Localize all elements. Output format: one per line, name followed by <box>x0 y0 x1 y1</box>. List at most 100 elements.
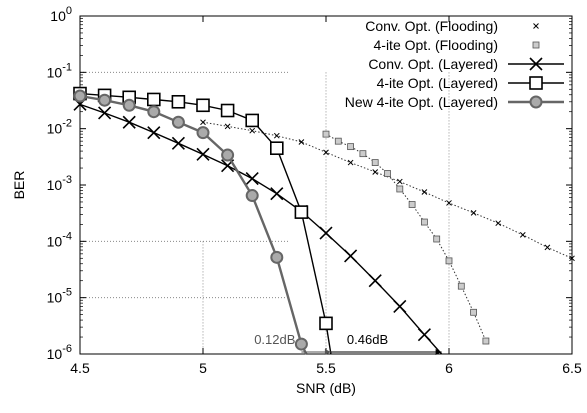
series-0 <box>200 119 575 262</box>
data-point <box>371 159 379 166</box>
data-point <box>220 103 235 118</box>
data-point <box>347 143 355 151</box>
data-point <box>249 127 256 134</box>
x-axis-label: SNR (dB) <box>296 380 356 396</box>
annotation-label: 0.12dB <box>254 332 295 347</box>
data-point <box>433 235 441 243</box>
data-point <box>470 308 478 316</box>
data-point <box>196 147 210 161</box>
data-point <box>196 98 210 113</box>
legend-swatch-marker <box>529 76 543 90</box>
series-line <box>79 103 443 355</box>
data-point <box>270 250 284 264</box>
y-tick-label: 10-4 <box>47 230 72 249</box>
annotations: 0.12dB 0.46dB <box>254 332 442 355</box>
data-point <box>294 205 309 219</box>
data-point <box>446 200 452 206</box>
data-point <box>122 98 136 112</box>
series-1 <box>322 130 490 345</box>
legend-entry: 4-ite Opt. (Flooding) <box>374 37 540 53</box>
y-tick-label: 100 <box>50 5 72 24</box>
data-point <box>359 150 367 158</box>
data-point <box>408 201 416 208</box>
series-2 <box>73 97 443 355</box>
data-point <box>393 299 407 313</box>
y-tick-label: 10-2 <box>47 118 72 137</box>
plot-frame <box>79 15 573 355</box>
x-tick-label: 4.5 <box>70 360 90 376</box>
data-point <box>171 115 185 129</box>
legend-swatch-marker <box>529 95 543 109</box>
data-point <box>470 210 477 216</box>
y-axis-label: BER <box>11 171 27 200</box>
data-point <box>221 148 235 162</box>
series-layer <box>73 86 575 355</box>
data-point <box>482 337 490 345</box>
legend-entry: Conv. Opt. (Layered) <box>368 56 564 72</box>
data-point <box>171 94 186 109</box>
data-point <box>98 93 112 107</box>
data-point <box>457 282 465 290</box>
data-point <box>245 172 259 186</box>
grid-guides <box>80 71 450 354</box>
data-point <box>420 218 428 226</box>
x-tick-label: 6.5 <box>562 360 582 376</box>
data-point <box>445 257 453 265</box>
data-point <box>322 130 330 138</box>
series-line <box>325 133 487 342</box>
series-4 <box>73 89 308 355</box>
y-tick-label: 10-3 <box>47 174 72 193</box>
annotation-label: 0.46dB <box>347 332 388 347</box>
legend-swatch-marker <box>533 23 539 29</box>
legend-label: Conv. Opt. (Flooding) <box>365 18 498 34</box>
data-point <box>495 220 502 227</box>
y-tick-label: 10-1 <box>47 61 72 80</box>
x-tick-label: 5 <box>199 360 207 376</box>
annotation-arrowhead <box>435 349 442 355</box>
legend-entry: 4-ite Opt. (Layered) <box>377 75 564 91</box>
data-point <box>319 316 333 331</box>
data-point <box>73 89 87 103</box>
series-line <box>202 121 573 259</box>
data-point <box>147 105 161 119</box>
data-point <box>544 244 551 251</box>
data-point <box>298 139 305 145</box>
data-point <box>147 92 161 107</box>
x-tick-label: 6 <box>445 360 453 376</box>
data-point <box>372 169 379 175</box>
data-point <box>368 274 382 288</box>
data-point <box>323 149 329 156</box>
legend-label: 4-ite Opt. (Flooding) <box>374 37 499 53</box>
data-point <box>417 328 431 342</box>
data-point <box>294 337 308 351</box>
annotation-arrowhead <box>324 349 331 355</box>
data-point <box>200 119 206 126</box>
legend-label: Conv. Opt. (Layered) <box>368 56 498 72</box>
data-point <box>224 123 231 130</box>
data-point <box>319 226 333 240</box>
legend-entry: New 4-ite Opt. (Layered) <box>345 94 564 110</box>
data-point <box>122 115 136 129</box>
legend-label: 4-ite Opt. (Layered) <box>377 75 498 91</box>
data-point <box>569 255 575 262</box>
data-point <box>519 232 526 238</box>
legend: Conv. Opt. (Flooding) 4-ite Opt. (Floodin… <box>345 18 564 110</box>
y-tick-label: 10-5 <box>47 287 72 306</box>
data-point <box>245 113 259 128</box>
data-point <box>334 137 342 145</box>
legend-label: New 4-ite Opt. (Layered) <box>345 94 498 110</box>
data-point <box>347 159 354 166</box>
data-point <box>98 106 112 120</box>
data-point <box>421 189 428 195</box>
data-point <box>245 189 259 203</box>
data-point <box>396 178 403 185</box>
data-point <box>384 170 391 177</box>
legend-swatch-marker <box>529 57 543 71</box>
data-point <box>396 185 404 193</box>
legend-entry: Conv. Opt. (Flooding) <box>365 18 539 34</box>
axis-ticks: 4.5 5 5.5 6 6.5 100 10-1 10-2 10-3 10-4 10-5 10-6 <box>47 5 582 376</box>
legend-swatch-marker <box>532 41 540 49</box>
data-point <box>273 132 280 139</box>
data-point <box>196 126 210 140</box>
